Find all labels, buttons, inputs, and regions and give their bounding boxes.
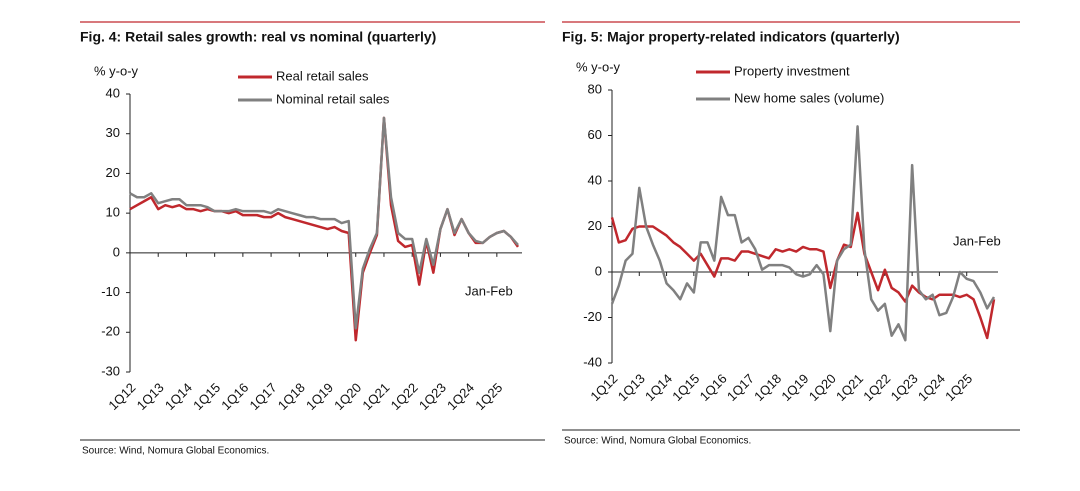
y-axis-label: % y-o-y (576, 59, 621, 74)
y-tick-label: 80 (588, 81, 602, 96)
legend-label: Real retail sales (276, 68, 369, 83)
x-tick-label: 1Q18 (751, 371, 784, 404)
y-tick-label: 40 (588, 172, 602, 187)
x-tick-label: 1Q14 (642, 371, 675, 404)
x-tick-label: 1Q12 (587, 371, 620, 404)
data-line (610, 125, 996, 342)
x-tick-label: 1Q20 (806, 371, 839, 404)
x-tick-label: 1Q15 (190, 380, 223, 413)
x-tick-label: 1Q24 (915, 371, 948, 404)
x-tick-label: 1Q13 (134, 380, 167, 413)
x-tick-label: 1Q15 (669, 371, 702, 404)
chart-title: Fig. 4: Retail sales growth: real vs nom… (80, 29, 436, 45)
x-tick-label: 1Q25 (472, 380, 505, 413)
x-tick-label: 1Q13 (615, 371, 648, 404)
x-tick-label: 1Q23 (416, 380, 449, 413)
y-tick-label: 40 (106, 85, 120, 100)
x-tick-label: 1Q21 (359, 380, 392, 413)
x-tick-label: 1Q16 (218, 380, 251, 413)
legend-label: New home sales (volume) (734, 90, 884, 105)
y-tick-label: -40 (583, 354, 602, 369)
data-line (610, 211, 996, 340)
x-tick-label: 1Q25 (942, 371, 975, 404)
x-tick-label: 1Q23 (888, 371, 921, 404)
chart-title: Fig. 5: Major property-related indicator… (562, 29, 900, 45)
x-tick-label: 1Q18 (275, 380, 308, 413)
legend-label: Property investment (734, 63, 850, 78)
x-tick-label: 1Q19 (778, 371, 811, 404)
x-tick-label: 1Q21 (833, 371, 866, 404)
annotation: Jan-Feb (465, 283, 513, 298)
y-tick-label: 10 (106, 205, 120, 220)
x-tick-label: 1Q19 (303, 380, 336, 413)
y-tick-label: 20 (106, 165, 120, 180)
x-tick-label: 1Q22 (388, 380, 421, 413)
y-tick-label: -20 (583, 309, 602, 324)
y-tick-label: -20 (101, 324, 120, 339)
annotation: Jan-Feb (953, 233, 1001, 248)
x-tick-label: 1Q17 (247, 380, 280, 413)
y-tick-label: 20 (588, 218, 602, 233)
x-tick-label: 1Q20 (331, 380, 364, 413)
y-tick-label: 0 (595, 263, 602, 278)
x-tick-label: 1Q17 (724, 371, 757, 404)
y-axis-label: % y-o-y (94, 63, 139, 78)
data-line (129, 116, 519, 330)
source-note: Source: Wind, Nomura Global Economics. (82, 446, 269, 457)
y-tick-label: 30 (106, 125, 120, 140)
data-line (129, 116, 520, 342)
source-note: Source: Wind, Nomura Global Economics. (564, 436, 751, 447)
y-tick-label: 0 (113, 244, 120, 259)
y-tick-label: -30 (101, 363, 120, 378)
y-tick-label: -10 (101, 284, 120, 299)
x-tick-label: 1Q24 (444, 380, 477, 413)
y-tick-label: 60 (588, 127, 602, 142)
legend-label: Nominal retail sales (276, 91, 390, 106)
x-tick-label: 1Q22 (860, 371, 893, 404)
x-tick-label: 1Q12 (105, 380, 138, 413)
x-tick-label: 1Q14 (162, 380, 195, 413)
x-tick-label: 1Q16 (697, 371, 730, 404)
